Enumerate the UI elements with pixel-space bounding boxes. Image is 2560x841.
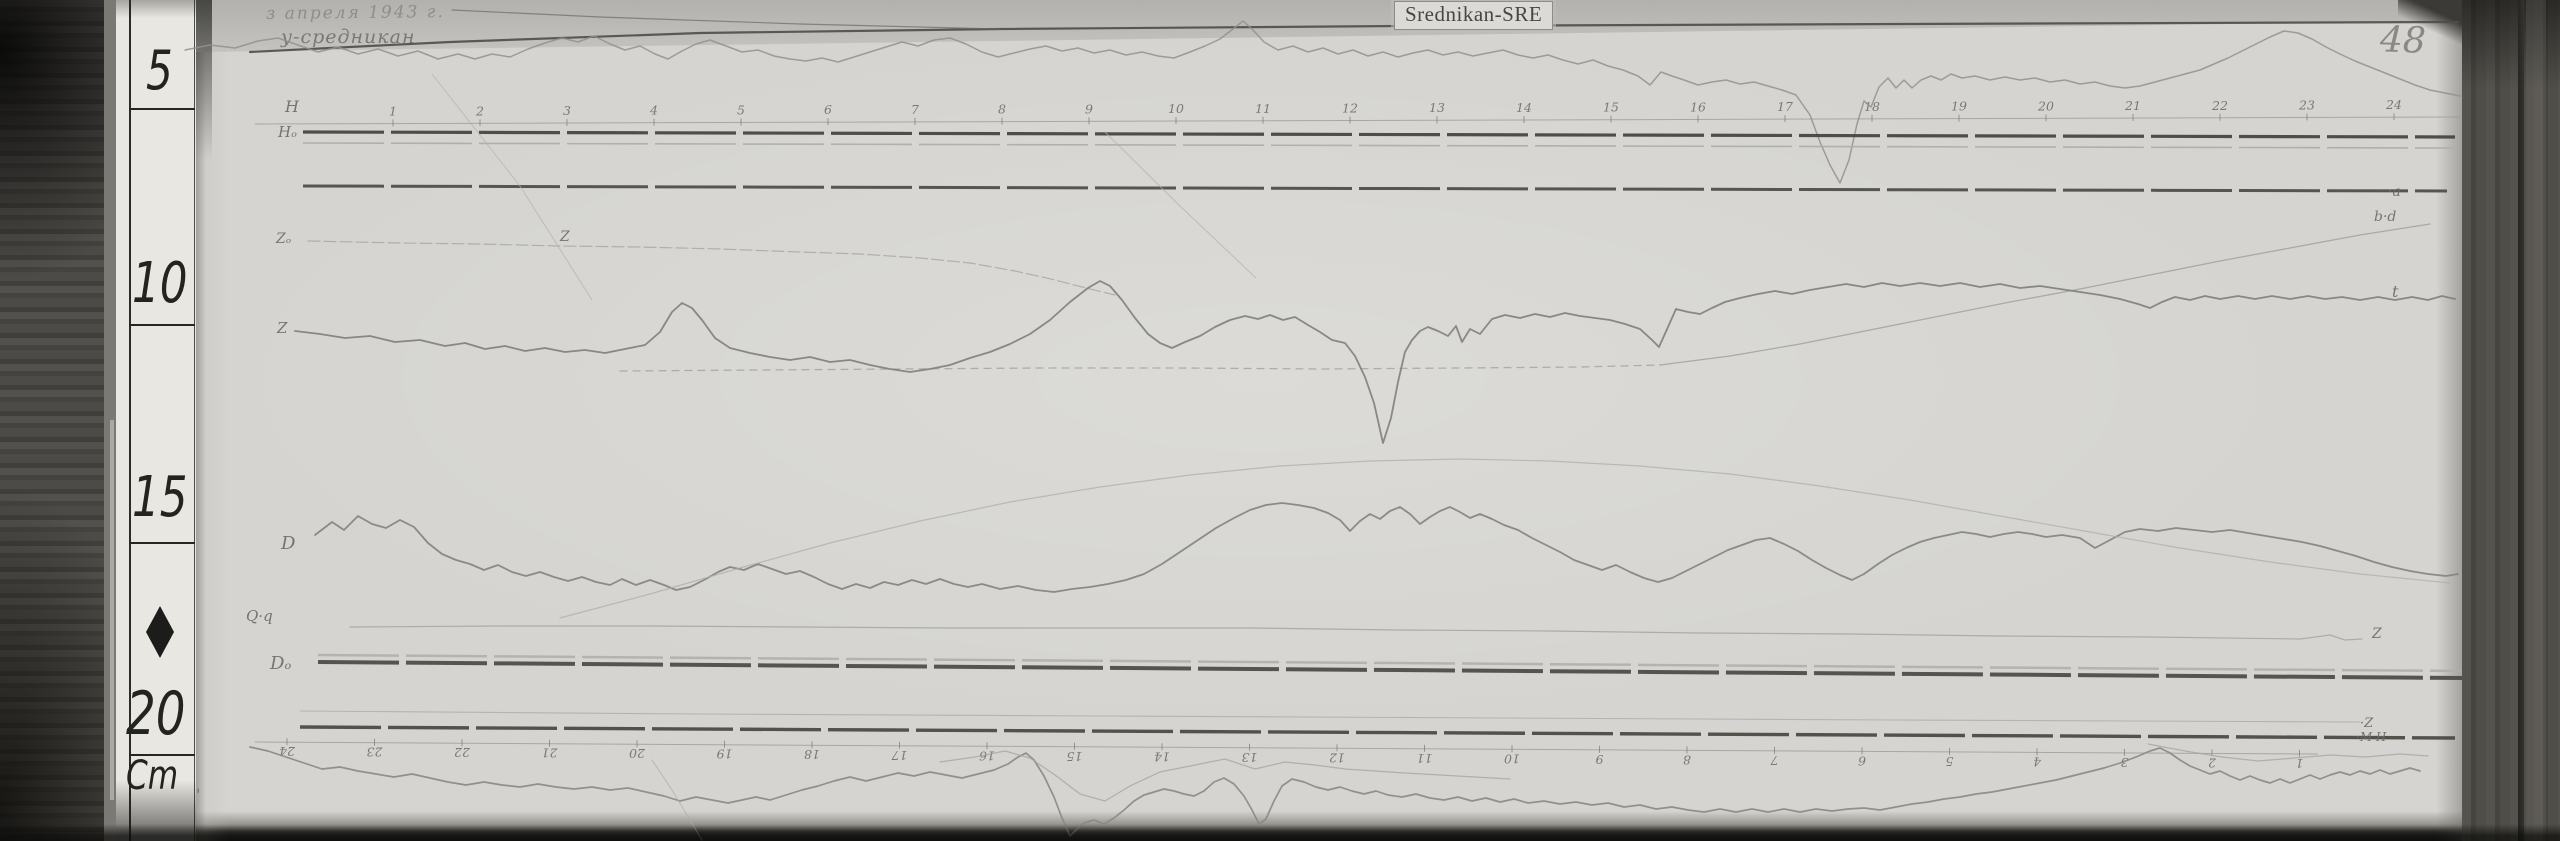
- bottom-trace: [249, 746, 2421, 837]
- ruler-edge-highlight: [110, 420, 114, 800]
- pencil-label: ·a: [2388, 184, 2401, 200]
- observatory-label-box: Srednikan-SRE: [1394, 1, 1554, 30]
- paper-bottom-shadow: [0, 824, 2560, 841]
- bottom-dark-baseline: [299, 725, 2456, 740]
- hour-scale-top-label: 20: [2037, 98, 2054, 113]
- arc-crease: [559, 458, 2451, 619]
- d-trace: [314, 502, 2459, 593]
- hour-scale-bottom-label: 17: [892, 748, 908, 763]
- hour-scale-bottom-label: 18: [804, 747, 820, 762]
- hour-scale-top-line: [254, 116, 2461, 125]
- hour-scale-bottom-label: 10: [1504, 751, 1520, 766]
- hour-scale-top-label: 5: [737, 102, 745, 117]
- hour-scale-bottom-label: 20: [629, 746, 646, 761]
- hour-scale-top-label: 7: [911, 102, 919, 117]
- ruler-shading: [116, 0, 204, 841]
- hour-scale-bottom-label: 19: [717, 747, 733, 762]
- pencil-label: t: [2392, 282, 2399, 301]
- bottom-faint-line: [299, 710, 2361, 723]
- paper-top-edge-line-2: [451, 9, 1001, 30]
- bd-curve-flat: [619, 364, 1661, 372]
- hour-scale-top-label: 3: [563, 103, 571, 118]
- hour-scale-bottom-line: [254, 741, 2319, 755]
- hour-scale-top-label: 19: [1951, 99, 1967, 114]
- wood-highlight-strip: [2526, 0, 2546, 841]
- h0-baseline: [302, 130, 2456, 139]
- paper-corner-shadow: [196, 0, 212, 160]
- pencil-label: H: [284, 97, 300, 116]
- crease-line-2: [1104, 131, 1257, 279]
- hour-scale-bottom-label: 21: [542, 746, 559, 761]
- d0-echo-line: [317, 653, 2463, 673]
- hour-scale-top-label: 12: [1342, 101, 1358, 116]
- pencil-label: Z: [276, 319, 288, 337]
- hour-scale-bottom-label: 23: [367, 745, 384, 760]
- hour-scale-bottom-label: 2: [2208, 755, 2217, 770]
- pencil-label: ': [196, 785, 200, 804]
- pencil-label: D: [280, 533, 296, 554]
- hour-scale-bottom-label: 4: [2033, 754, 2042, 769]
- h-trace: [184, 20, 2461, 184]
- hour-scale-top-label: 15: [1603, 100, 1619, 115]
- hour-scale-top-label: 9: [1085, 101, 1093, 116]
- hour-scale-top-label: 17: [1777, 99, 1793, 114]
- pencil-label: Zₒ: [275, 231, 291, 247]
- hour-scale-bottom-label: 11: [1417, 751, 1433, 766]
- pencil-label: Dₒ: [269, 653, 291, 674]
- hour-scale-top-label: 16: [1690, 99, 1706, 114]
- hour-scale-bottom-label: 14: [1154, 749, 1170, 764]
- hour-scale-top-label: 14: [1516, 100, 1532, 115]
- hour-scale-top-label: 1: [389, 104, 397, 119]
- hour-scale-bottom-label: 3: [2120, 755, 2128, 770]
- hour-scale-bottom-label: 16: [979, 748, 995, 763]
- pencil-label: Q·q: [246, 607, 273, 625]
- observatory-label-text: Srednikan-SRE: [1405, 2, 1543, 26]
- bottom-light-trace-a: [939, 750, 1511, 802]
- hour-scale-top-label: 11: [1255, 101, 1271, 116]
- hour-scale-top-label: 13: [1429, 100, 1445, 115]
- hour-scale-bottom-label: 22: [454, 745, 471, 760]
- hour-scale-bottom-label: 9: [1595, 752, 1603, 767]
- z-trace: [294, 280, 2456, 444]
- wood-seam-line: [2518, 0, 2524, 841]
- hour-scale-bottom-label: 6: [1858, 753, 1866, 768]
- hour-scale-top-label: 24: [2385, 97, 2402, 112]
- crease-line-1: [431, 73, 593, 301]
- photo-paper: [196, 0, 2462, 841]
- hour-scale-bottom-label: 7: [1770, 753, 1778, 768]
- pencil-label: Hₒ: [277, 123, 297, 141]
- hour-scale-top-label: 4: [649, 103, 658, 118]
- hour-scale-bottom-label: 13: [1242, 750, 1258, 765]
- hour-scale-bottom-label: 12: [1329, 750, 1345, 765]
- wood-table-right: [2462, 0, 2560, 841]
- pencil-label: Z: [559, 229, 570, 245]
- hour-scale-top-label: 8: [998, 102, 1006, 117]
- z0-line: [307, 240, 1116, 296]
- h0-echo-line: [302, 142, 2456, 149]
- hour-scale-top-label: 23: [2298, 97, 2315, 112]
- hour-scale-bottom-label: 15: [1067, 749, 1083, 764]
- hour-scale-top-label: 2: [475, 103, 484, 118]
- hour-scale-bottom-label: 5: [1945, 754, 1953, 769]
- hour-scale-top-label: 10: [1168, 101, 1184, 116]
- pencil-label: Z: [2371, 626, 2382, 642]
- hour-scale-top-label: 6: [824, 102, 832, 117]
- bd-curve-rise: [1659, 223, 2431, 366]
- d0-baseline: [317, 660, 2463, 680]
- paper-top-edge-line: [248, 20, 2460, 54]
- hour-scale-bottom-label: 8: [1683, 752, 1691, 767]
- bottom-light-trace-b: [2147, 743, 2429, 762]
- hour-scale-bottom-label: 1: [2296, 756, 2304, 771]
- hour-scale-top-label: 22: [2211, 98, 2228, 113]
- hour-scale-top-label: 21: [2124, 98, 2141, 113]
- pencil-label: ·M H: [2356, 730, 2387, 744]
- handwritten-station-name: у-средникан: [281, 26, 416, 48]
- a-baseline: [302, 184, 2448, 193]
- qq-line: [349, 625, 2363, 641]
- pencil-label: ·Z: [2360, 716, 2374, 731]
- pencil-label: b·d: [2374, 209, 2396, 225]
